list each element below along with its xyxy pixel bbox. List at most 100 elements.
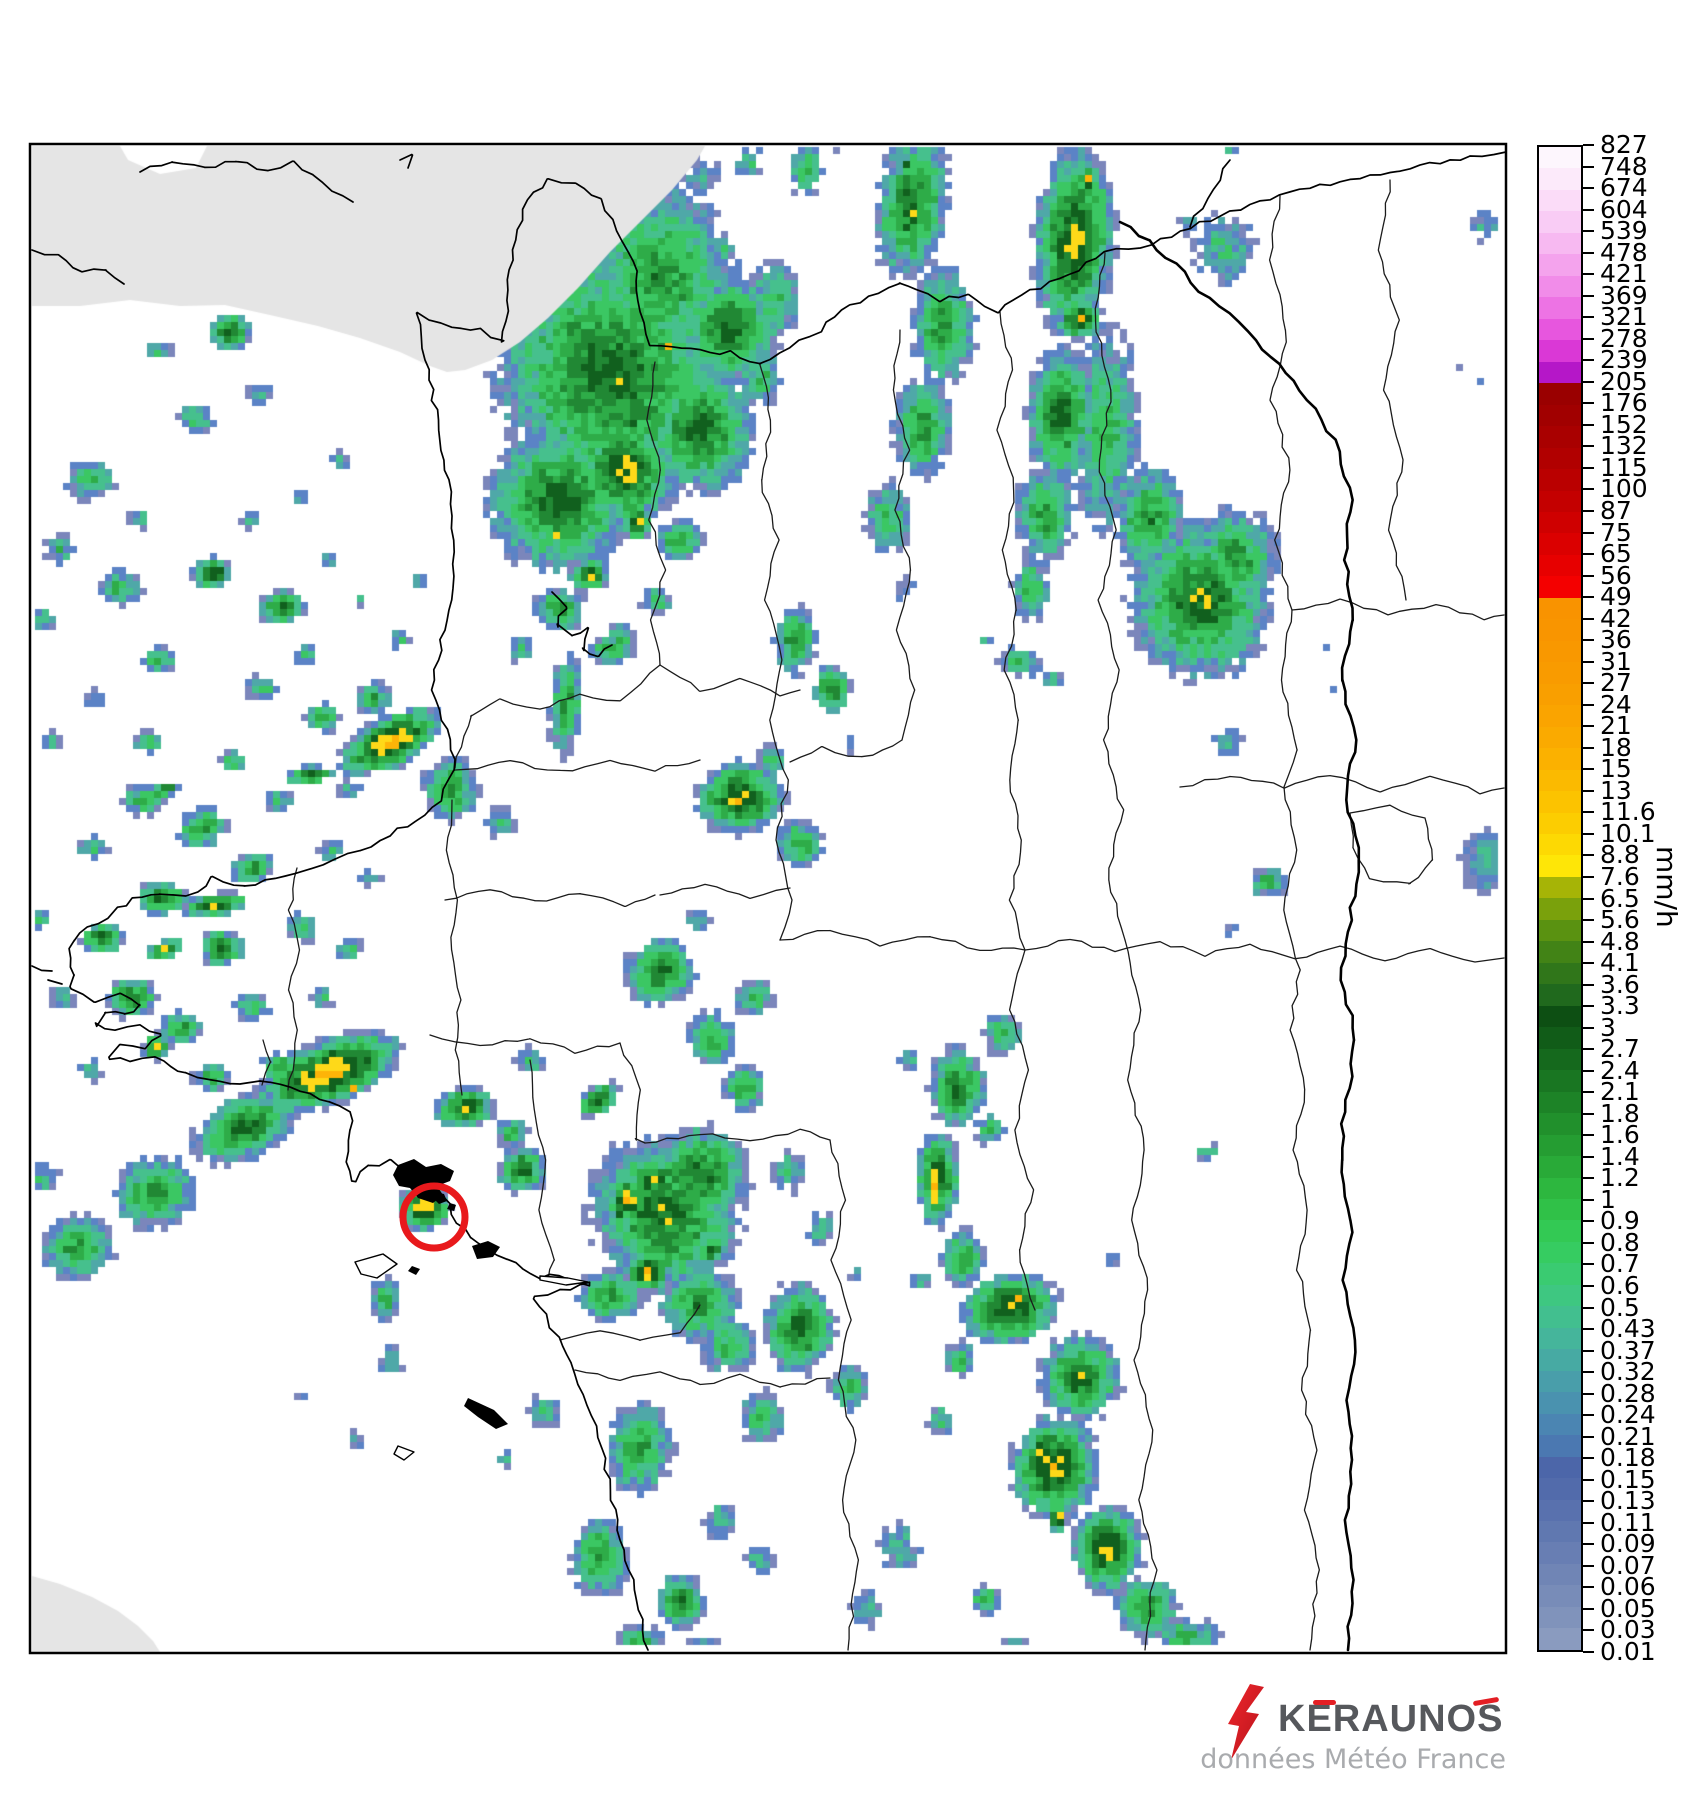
colorbar-tick (1583, 1306, 1594, 1309)
colorbar-tick (1583, 1112, 1594, 1115)
colorbar-tick-label: 0.5 (1600, 1292, 1640, 1322)
colorbar-tick (1583, 832, 1594, 835)
colorbar-tick-label: 1 (1600, 1184, 1616, 1214)
department-boundary (529, 1059, 555, 1281)
colorbar-tick-label: 56 (1600, 560, 1632, 590)
colorbar-tick-label: 421 (1600, 259, 1648, 289)
colorbar-segment (1539, 640, 1581, 663)
colorbar-tick-label: 0.13 (1600, 1486, 1656, 1516)
department-boundary (287, 867, 301, 1091)
colorbar-tick (1583, 875, 1594, 878)
department-boundary (996, 311, 1026, 951)
department-boundary (1124, 939, 1158, 1651)
colorbar-segment (1539, 1091, 1581, 1114)
colorbar-segment (1539, 469, 1581, 491)
colorbar-tick-label: 15 (1600, 754, 1632, 784)
colorbar-segment (1539, 318, 1581, 341)
department-boundary (892, 329, 916, 741)
colorbar-tick-label: 539 (1600, 216, 1648, 246)
colorbar-tick (1583, 1586, 1594, 1589)
colorbar-segment (1539, 168, 1581, 190)
coastline (399, 153, 414, 169)
colorbar-tick (1583, 682, 1594, 685)
department-boundary (454, 664, 661, 769)
colorbar-tick-label: 239 (1600, 345, 1648, 375)
colorbar-tick-label: 87 (1600, 495, 1632, 525)
colorbar-tick-label: 2.7 (1600, 1034, 1640, 1064)
coastline (139, 160, 354, 203)
colorbar-segment (1539, 1456, 1581, 1479)
colorbar-tick-label: 115 (1600, 452, 1648, 482)
colorbar-tick-label: 205 (1600, 366, 1648, 396)
colorbar-tick-label: 4.8 (1600, 926, 1640, 956)
lightning-bolt-icon (1228, 1684, 1264, 1760)
water-feature (539, 1275, 589, 1286)
colorbar-segment (1539, 962, 1581, 985)
colorbar-tick-label: 21 (1600, 711, 1632, 741)
department-boundary (619, 1042, 646, 1144)
colorbar-tick-label: 827 (1600, 130, 1648, 159)
colorbar-tick (1583, 1392, 1594, 1395)
region-border (1118, 220, 1361, 1652)
colorbar-tick-label: 0.7 (1600, 1249, 1640, 1279)
colorbar-segment (1539, 511, 1581, 534)
colorbar-tick (1583, 359, 1594, 362)
department-boundary (759, 364, 793, 941)
colorbar-tick (1583, 445, 1594, 448)
colorbar-tick-label: 6.5 (1600, 883, 1640, 913)
colorbar-tick (1583, 940, 1594, 943)
colorbar-tick-label: 10.1 (1600, 818, 1656, 848)
colorbar-tick-label: 65 (1600, 539, 1632, 569)
brand-accent-e (1313, 1700, 1336, 1705)
colorbar-tick-label: 0.05 (1600, 1593, 1656, 1623)
colorbar-tick (1583, 423, 1594, 426)
colorbar-segment (1539, 1585, 1581, 1607)
colorbar-segment (1539, 1521, 1581, 1543)
colorbar-tick-label: 0.9 (1600, 1206, 1640, 1236)
colorbar-tick (1583, 1521, 1594, 1524)
department-boundary (559, 1304, 701, 1341)
colorbar-tick-label: 2.4 (1600, 1055, 1640, 1085)
colorbar-segment (1539, 791, 1581, 813)
colorbar-segment (1539, 769, 1581, 792)
colorbar-tick-label: 3.3 (1600, 991, 1640, 1021)
colorbar-tick-label: 5.6 (1600, 905, 1640, 935)
colorbar-tick (1583, 1241, 1594, 1244)
colorbar-tick (1583, 1005, 1594, 1008)
colorbar-segment (1539, 1563, 1581, 1586)
colorbar-segment (1539, 1628, 1581, 1650)
colorbar-segment (1539, 984, 1581, 1006)
department-boundary (1008, 949, 1036, 1311)
colorbar-segment (1539, 1113, 1581, 1135)
colorbar-tick (1583, 1371, 1594, 1374)
colorbar-tick-label: 748 (1600, 151, 1648, 181)
colorbar-segment (1539, 683, 1581, 706)
colorbar-tick-label: 0.15 (1600, 1464, 1656, 1494)
department-boundary (1179, 774, 1505, 795)
colorbar-tick (1583, 617, 1594, 620)
colorbar-segment (1539, 232, 1581, 255)
department-boundary (659, 664, 801, 697)
brand-name: KERAUNOS (1278, 1698, 1504, 1740)
colorbar-tick (1583, 574, 1594, 577)
colorbar-segment (1539, 147, 1581, 169)
colorbar-tick-label: 18 (1600, 732, 1632, 762)
colorbar-tick (1583, 1198, 1594, 1201)
colorbar-tick-label: 100 (1600, 474, 1648, 504)
colorbar-tick (1583, 251, 1594, 254)
colorbar-tick (1583, 380, 1594, 383)
colorbar-segment (1539, 1284, 1581, 1307)
precipitation-colorbar (1537, 145, 1583, 1652)
colorbar-tick-label: 0.11 (1600, 1507, 1656, 1537)
colorbar-segment (1539, 1413, 1581, 1436)
colorbar-tick (1583, 337, 1594, 340)
department-boundary (1377, 179, 1407, 601)
colorbar-tick-label: 0.03 (1600, 1615, 1656, 1645)
department-boundary (829, 1139, 860, 1651)
colorbar-tick-label: 176 (1600, 388, 1648, 418)
colorbar-tick (1583, 553, 1594, 556)
colorbar-segment (1539, 855, 1581, 877)
colorbar-tick (1583, 273, 1594, 276)
